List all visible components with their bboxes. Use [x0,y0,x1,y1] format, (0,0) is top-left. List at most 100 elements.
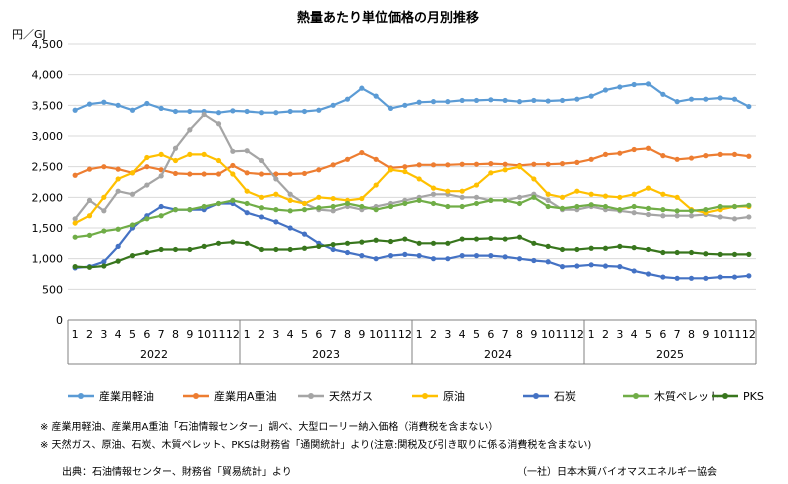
data-point [115,258,121,264]
x-tick-label: 9 [186,328,193,341]
x-tick-label: 4 [115,328,122,341]
data-point [258,110,265,116]
legend-label: PKS [743,390,764,403]
data-point [158,173,164,179]
data-point [574,203,580,210]
y-tick-label: 1,000 [32,253,64,266]
data-point [230,197,236,203]
x-tick-label: 12 [398,328,412,341]
data-point [631,146,637,153]
series-産業用A重油 [72,145,752,178]
data-point [559,205,566,211]
data-point [129,253,136,259]
data-point [301,231,308,237]
data-point [201,111,207,118]
data-point [416,162,422,168]
data-point [545,98,551,104]
data-point [459,236,465,242]
data-point [416,176,422,182]
data-point [430,256,437,262]
legend-marker [722,393,728,399]
data-point [746,273,752,279]
legend-label: 天然ガス [329,389,373,403]
data-point [402,102,408,108]
data-point [158,105,164,111]
x-tick-label: 1 [244,328,251,341]
data-point [445,188,451,194]
data-point [516,164,523,170]
data-point [459,194,465,200]
data-point [287,246,293,253]
data-point [373,237,379,243]
data-point [574,246,580,253]
y-tick-label: 500 [42,283,63,296]
data-point [230,171,236,177]
x-tick-label: 2 [258,328,265,341]
data-point [674,156,680,162]
x-tick-label: 3 [444,328,451,341]
data-point [746,251,752,257]
data-point [101,263,107,269]
data-point [430,200,437,207]
data-point [402,251,408,257]
data-point [373,207,379,213]
legend-item: 産業用軽油 [68,389,154,403]
x-tick-label: 1 [416,328,423,341]
y-tick-label: 3,500 [32,99,64,112]
data-point [645,205,652,211]
data-point [459,161,465,167]
x-tick-label: 5 [645,328,652,341]
series-産業用軽油 [72,81,752,116]
data-point [330,208,336,214]
data-point [660,91,666,97]
data-point [230,239,236,245]
data-point [215,121,222,127]
data-point [201,171,207,177]
data-point [72,172,78,178]
legend-item: 産業用A重油 [183,389,277,403]
data-point [72,220,78,226]
data-point [516,256,523,262]
data-point [172,170,179,177]
data-point [402,164,408,170]
data-point [416,197,422,203]
data-point [301,200,308,207]
data-point [316,107,322,113]
data-point [703,153,709,159]
data-point [344,249,351,256]
data-point [660,191,666,197]
x-tick-label: 1 [588,328,595,341]
data-point [559,161,566,167]
x-tick-label: 8 [344,328,351,341]
data-point [201,203,207,210]
x-tick-label: 2 [602,328,609,341]
data-point [144,100,150,107]
data-point [387,238,394,245]
x-tick-label: 9 [530,328,537,341]
data-point [316,194,322,200]
data-point [344,156,351,162]
year-label: 2022 [140,348,168,361]
data-point [631,245,637,251]
data-point [602,87,609,93]
data-point [301,207,308,213]
x-tick-label: 5 [473,328,480,341]
data-point [473,253,480,259]
x-tick-label: 11 [556,328,570,341]
data-point [101,164,107,170]
data-point [631,268,637,274]
data-point [258,194,265,200]
data-point [645,246,652,253]
x-tick-label: 12 [570,328,584,341]
data-point [215,171,222,177]
x-tick-label: 10 [713,328,727,341]
data-point [445,256,451,262]
data-point [387,253,394,259]
y-tick-label: 3,000 [32,130,64,143]
data-point [287,197,293,203]
data-point [516,194,523,200]
data-point [273,207,279,213]
footnote-1: ※ 産業用軽油、産業用A重油「石油情報センター」調べ、大型ローリー納入価格（消費… [40,422,499,433]
data-point [559,246,566,253]
data-point [129,222,136,228]
